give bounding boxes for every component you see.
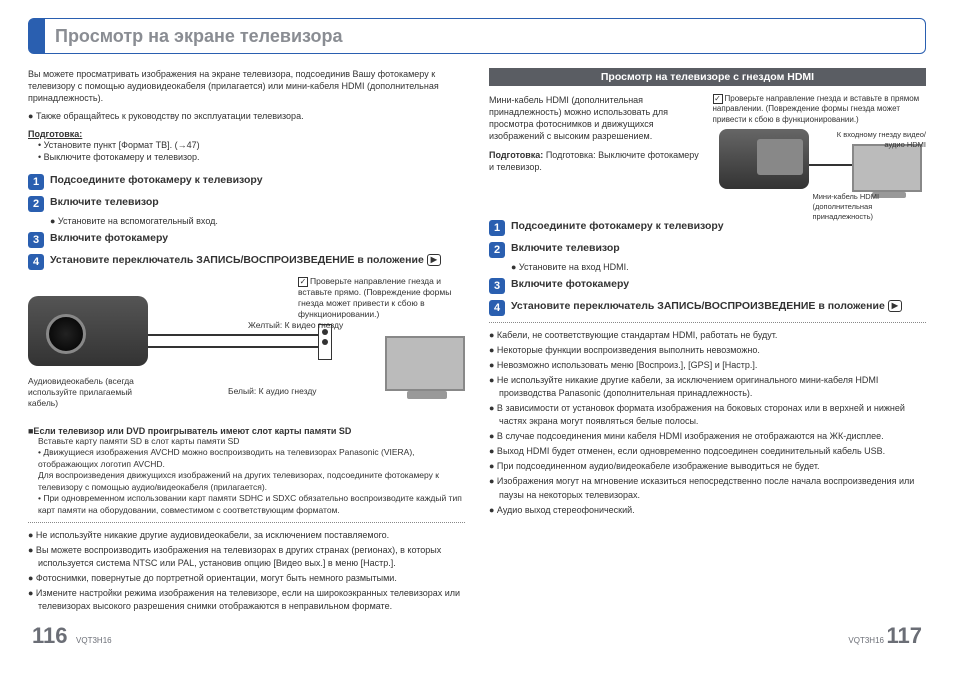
hdmi-check-text: Проверьте направление гнезда и вставьте … — [713, 94, 920, 124]
note-item: ● Аудио выход стереофонический. — [489, 504, 926, 517]
camera-illustration — [719, 129, 809, 189]
step-1: 1 Подсоедините фотокамеру к телевизору — [28, 174, 465, 190]
sd-heading: ■Если телевизор или DVD проигрыватель им… — [28, 426, 465, 436]
prep-list: • Установите пункт [Формат ТВ]. (→47) • … — [28, 139, 465, 164]
hdmi-cable-label: Мини-кабель HDMI (дополнительная принадл… — [813, 192, 913, 221]
step-4: 4 Установите переключатель ЗАПИСЬ/ВОСПРО… — [28, 254, 465, 270]
manual-spread: Просмотр на экране телевизора Вы можете … — [0, 0, 954, 659]
footer-left: 116 VQT3H16 — [32, 623, 112, 649]
check-callout: ✓Проверьте направление гнезда и вставьте… — [298, 276, 458, 320]
note-item: ● При подсоединенном аудио/видеокабеле и… — [489, 460, 926, 473]
note-item: ● Изображения могут на мгновение исказит… — [489, 475, 926, 501]
step-text: Установите переключатель ЗАПИСЬ/ВОСПРОИЗ… — [50, 254, 441, 267]
yellow-label: Желтый: К видео гнезду — [248, 320, 343, 331]
step4-label: Установите переключатель ЗАПИСЬ/ВОСПРОИЗ… — [511, 300, 885, 312]
intro-text: Вы можете просматривать изображения на э… — [28, 68, 465, 104]
step-text: Включите фотокамеру — [511, 278, 629, 291]
step-number-icon: 1 — [28, 174, 44, 190]
note-item: ● Кабели, не соответствующие стандартам … — [489, 329, 926, 342]
note-item: ● Измените настройки режима изображения … — [28, 587, 465, 613]
footer-right: VQT3H16 117 — [842, 623, 922, 649]
title-bar: Просмотр на экране телевизора — [28, 18, 926, 54]
step-2: 2 Включите телевизор — [28, 196, 465, 212]
connection-diagram: ✓Проверьте направление гнезда и вставьте… — [28, 276, 465, 416]
right-column: Просмотр на телевизоре с гнездом HDMI Ми… — [489, 68, 926, 615]
prep-item: • Выключите фотокамеру и телевизор. — [38, 151, 465, 164]
step-text: Включите фотокамеру — [50, 232, 168, 245]
page-title: Просмотр на экране телевизора — [45, 26, 343, 47]
intro-bullet-text: Также обращайтесь к руководству по экспл… — [36, 111, 304, 121]
sd-bullet: • При одновременном использовании карт п… — [28, 493, 465, 516]
right-notes: ● Кабели, не соответствующие стандартам … — [489, 329, 926, 517]
divider — [28, 522, 465, 523]
prep-label: Подготовка: — [489, 150, 543, 160]
step-text: Подсоедините фотокамеру к телевизору — [50, 174, 263, 187]
cable-label: Аудиовидеокабель (всегда используйте при… — [28, 376, 148, 409]
hdmi-intro-col: Мини-кабель HDMI (дополнительная принадл… — [489, 94, 703, 214]
step-3: 3 Включите фотокамеру — [28, 232, 465, 248]
doc-code: VQT3H16 — [76, 636, 112, 645]
to-hdmi-label: К входному гнезду видео/аудио HDMI — [836, 130, 926, 150]
note-item: ● Не используйте никакие другие аудиовид… — [28, 529, 465, 542]
hdmi-step-1: 1 Подсоедините фотокамеру к телевизору — [489, 220, 926, 236]
hdmi-diagram: ✓Проверьте направление гнезда и вставьте… — [713, 94, 927, 214]
step-number-icon: 1 — [489, 220, 505, 236]
step-text: Включите телевизор — [511, 242, 620, 255]
hdmi-step-3: 3 Включите фотокамеру — [489, 278, 926, 294]
note-item: ● В зависимости от установок формата изо… — [489, 402, 926, 428]
hdmi-top-row: Мини-кабель HDMI (дополнительная принадл… — [489, 94, 926, 214]
hdmi-header: Просмотр на телевизоре с гнездом HDMI — [489, 68, 926, 86]
tv-illustration — [852, 144, 922, 192]
check-icon: ✓ — [298, 277, 308, 287]
step-number-icon: 3 — [28, 232, 44, 248]
sd-bullet: Для воспроизведения движущихся изображен… — [28, 470, 465, 493]
note-item: ● Фотоснимки, повернутые до портретной о… — [28, 572, 465, 585]
step-number-icon: 3 — [489, 278, 505, 294]
page-footer: 116 VQT3H16 VQT3H16 117 — [28, 623, 926, 649]
check-icon: ✓ — [713, 94, 723, 104]
note-item: ● Выход HDMI будет отменен, если одновре… — [489, 445, 926, 458]
play-icon: ▶ — [427, 254, 441, 266]
hdmi-prep: Подготовка: Подготовка: Выключите фотока… — [489, 149, 703, 173]
note-item: ● В случае подсоединения мини кабеля HDM… — [489, 430, 926, 443]
prep-item: • Установите пункт [Формат ТВ]. (→47) — [38, 139, 465, 152]
hdmi-step-4: 4 Установите переключатель ЗАПИСЬ/ВОСПРО… — [489, 300, 926, 316]
content-columns: Вы можете просматривать изображения на э… — [28, 68, 926, 615]
page-number-left: 116 — [32, 623, 68, 648]
prep-heading: Подготовка: — [28, 129, 465, 139]
camera-illustration — [28, 296, 148, 366]
page-number-right: 117 — [887, 623, 923, 648]
step-text: Включите телевизор — [50, 196, 159, 209]
left-notes: ● Не используйте никакие другие аудиовид… — [28, 529, 465, 613]
tv-illustration — [385, 336, 465, 391]
play-icon: ▶ — [888, 300, 902, 312]
step-2-sub: ● Установите на вспомогательный вход. — [28, 216, 465, 226]
hdmi-intro: Мини-кабель HDMI (дополнительная принадл… — [489, 94, 703, 143]
title-accent — [29, 19, 45, 53]
white-label: Белый: К аудио гнезду — [228, 386, 317, 397]
hdmi-check: ✓Проверьте направление гнезда и вставьте… — [713, 94, 923, 125]
check-text: Проверьте направление гнезда и вставьте … — [298, 276, 451, 319]
doc-code: VQT3H16 — [848, 636, 884, 645]
step-number-icon: 2 — [489, 242, 505, 258]
divider — [489, 322, 926, 323]
left-column: Вы можете просматривать изображения на э… — [28, 68, 465, 615]
note-item: ● Невозможно использовать меню [Воспроиз… — [489, 359, 926, 372]
intro-bullet: ● Также обращайтесь к руководству по экс… — [28, 110, 465, 122]
step-number-icon: 4 — [489, 300, 505, 316]
sd-line: Вставьте карту памяти SD в слот карты па… — [28, 436, 465, 447]
step-number-icon: 4 — [28, 254, 44, 270]
hdmi-step-2: 2 Включите телевизор — [489, 242, 926, 258]
step-text: Подсоедините фотокамеру к телевизору — [511, 220, 724, 233]
step-text: Установите переключатель ЗАПИСЬ/ВОСПРОИЗ… — [511, 300, 902, 313]
note-item: ● Вы можете воспроизводить изображения н… — [28, 544, 465, 570]
sd-bullet: • Движущиеся изображения AVCHD можно вос… — [28, 447, 465, 470]
note-item: ● Некоторые функции воспроизведения выпо… — [489, 344, 926, 357]
hdmi-step-2-sub: ● Установите на вход HDMI. — [489, 262, 926, 272]
note-item: ● Не используйте никакие другие кабели, … — [489, 374, 926, 400]
step-number-icon: 2 — [28, 196, 44, 212]
step4-label: Установите переключатель ЗАПИСЬ/ВОСПРОИЗ… — [50, 254, 424, 266]
